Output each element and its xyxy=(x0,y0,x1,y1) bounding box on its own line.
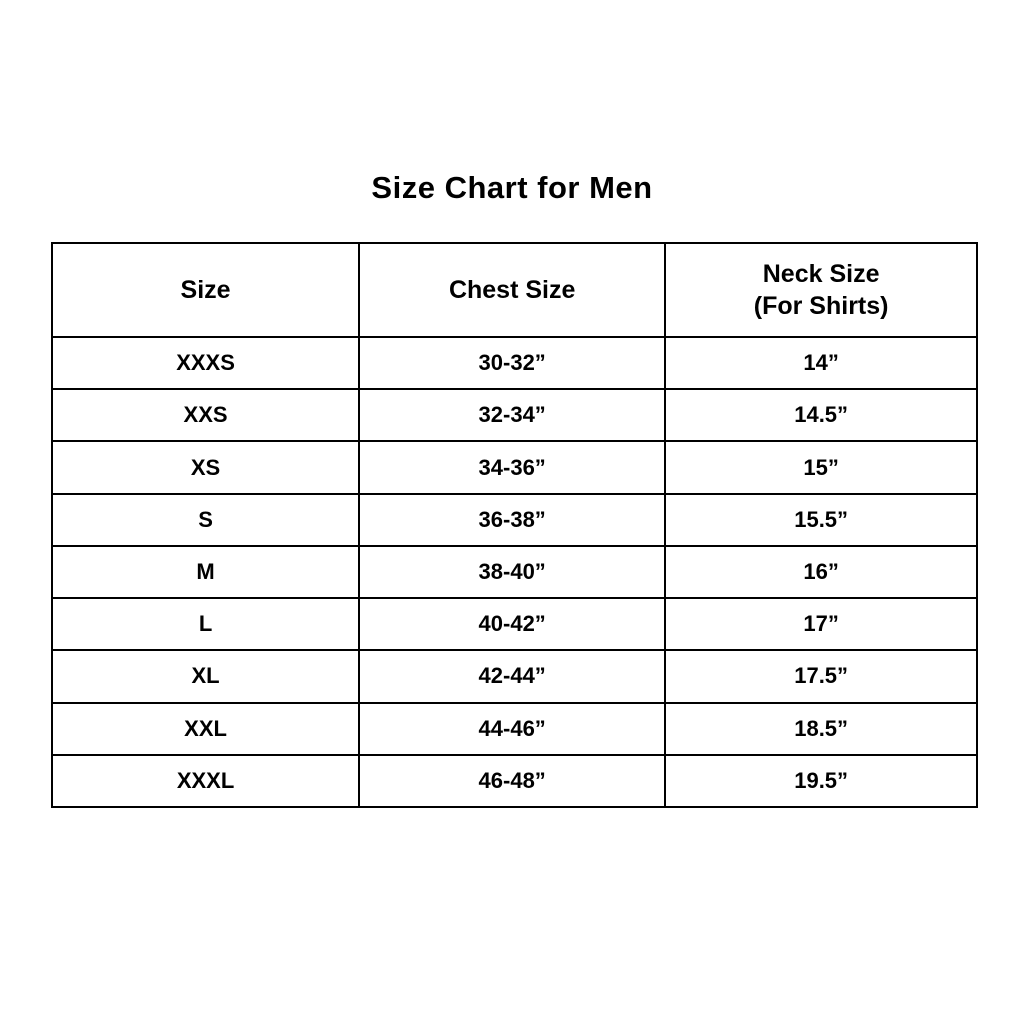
table-row: XXXS 30-32” 14” xyxy=(50,335,978,391)
cell-size: XL xyxy=(50,649,361,704)
table-row: XXL 44-46” 18.5” xyxy=(50,701,978,756)
table-row: L 40-42” 17” xyxy=(50,597,978,652)
cell-size: XS xyxy=(50,440,361,495)
table-row: XXXL 46-48” 19.5” xyxy=(50,753,978,809)
header-row: Size Chest Size Neck Size (For Shirts) xyxy=(50,242,978,338)
table-row: S 36-38” 15.5” xyxy=(50,492,978,547)
cell-chest-size: 32-34” xyxy=(358,388,667,443)
column-header-chest-size: Chest Size xyxy=(358,242,667,338)
table-row: XXS 32-34” 14.5” xyxy=(50,388,978,443)
cell-neck-size: 18.5” xyxy=(664,701,978,756)
size-chart-table: Size Chest Size Neck Size (For Shirts) X… xyxy=(50,242,978,809)
column-header-neck-size-line1: Neck Size xyxy=(762,259,880,288)
column-header-neck-size: Neck Size (For Shirts) xyxy=(664,242,978,338)
cell-chest-size: 42-44” xyxy=(358,649,667,704)
cell-chest-size: 34-36” xyxy=(358,440,667,495)
cell-neck-size: 14” xyxy=(664,335,978,391)
cell-chest-size: 36-38” xyxy=(358,492,667,547)
cell-chest-size: 38-40” xyxy=(358,544,667,600)
cell-neck-size: 17” xyxy=(664,597,978,652)
cell-size: XXL xyxy=(50,701,361,756)
cell-neck-size: 14.5” xyxy=(664,388,978,443)
cell-size: L xyxy=(50,597,361,652)
cell-size: M xyxy=(50,544,361,600)
column-header-neck-size-line2: (For Shirts) xyxy=(753,292,889,320)
cell-neck-size: 19.5” xyxy=(664,753,978,809)
table-row: XS 34-36” 15” xyxy=(50,440,978,495)
table-row: M 38-40” 16” xyxy=(50,544,978,600)
cell-size: XXXS xyxy=(50,335,361,391)
cell-neck-size: 15.5” xyxy=(664,492,978,547)
cell-neck-size: 16” xyxy=(664,544,978,600)
cell-neck-size: 15” xyxy=(664,440,978,495)
cell-size: XXS xyxy=(50,388,361,443)
cell-neck-size: 17.5” xyxy=(664,649,978,704)
column-header-size: Size xyxy=(50,242,361,338)
cell-chest-size: 46-48” xyxy=(358,753,667,809)
page-title: Size Chart for Men xyxy=(371,170,653,205)
cell-chest-size: 30-32” xyxy=(358,335,667,391)
table-row: XL 42-44” 17.5” xyxy=(50,649,978,704)
cell-chest-size: 40-42” xyxy=(358,597,667,652)
cell-size: XXXL xyxy=(50,753,361,809)
cell-size: S xyxy=(50,492,361,547)
cell-chest-size: 44-46” xyxy=(358,701,667,756)
